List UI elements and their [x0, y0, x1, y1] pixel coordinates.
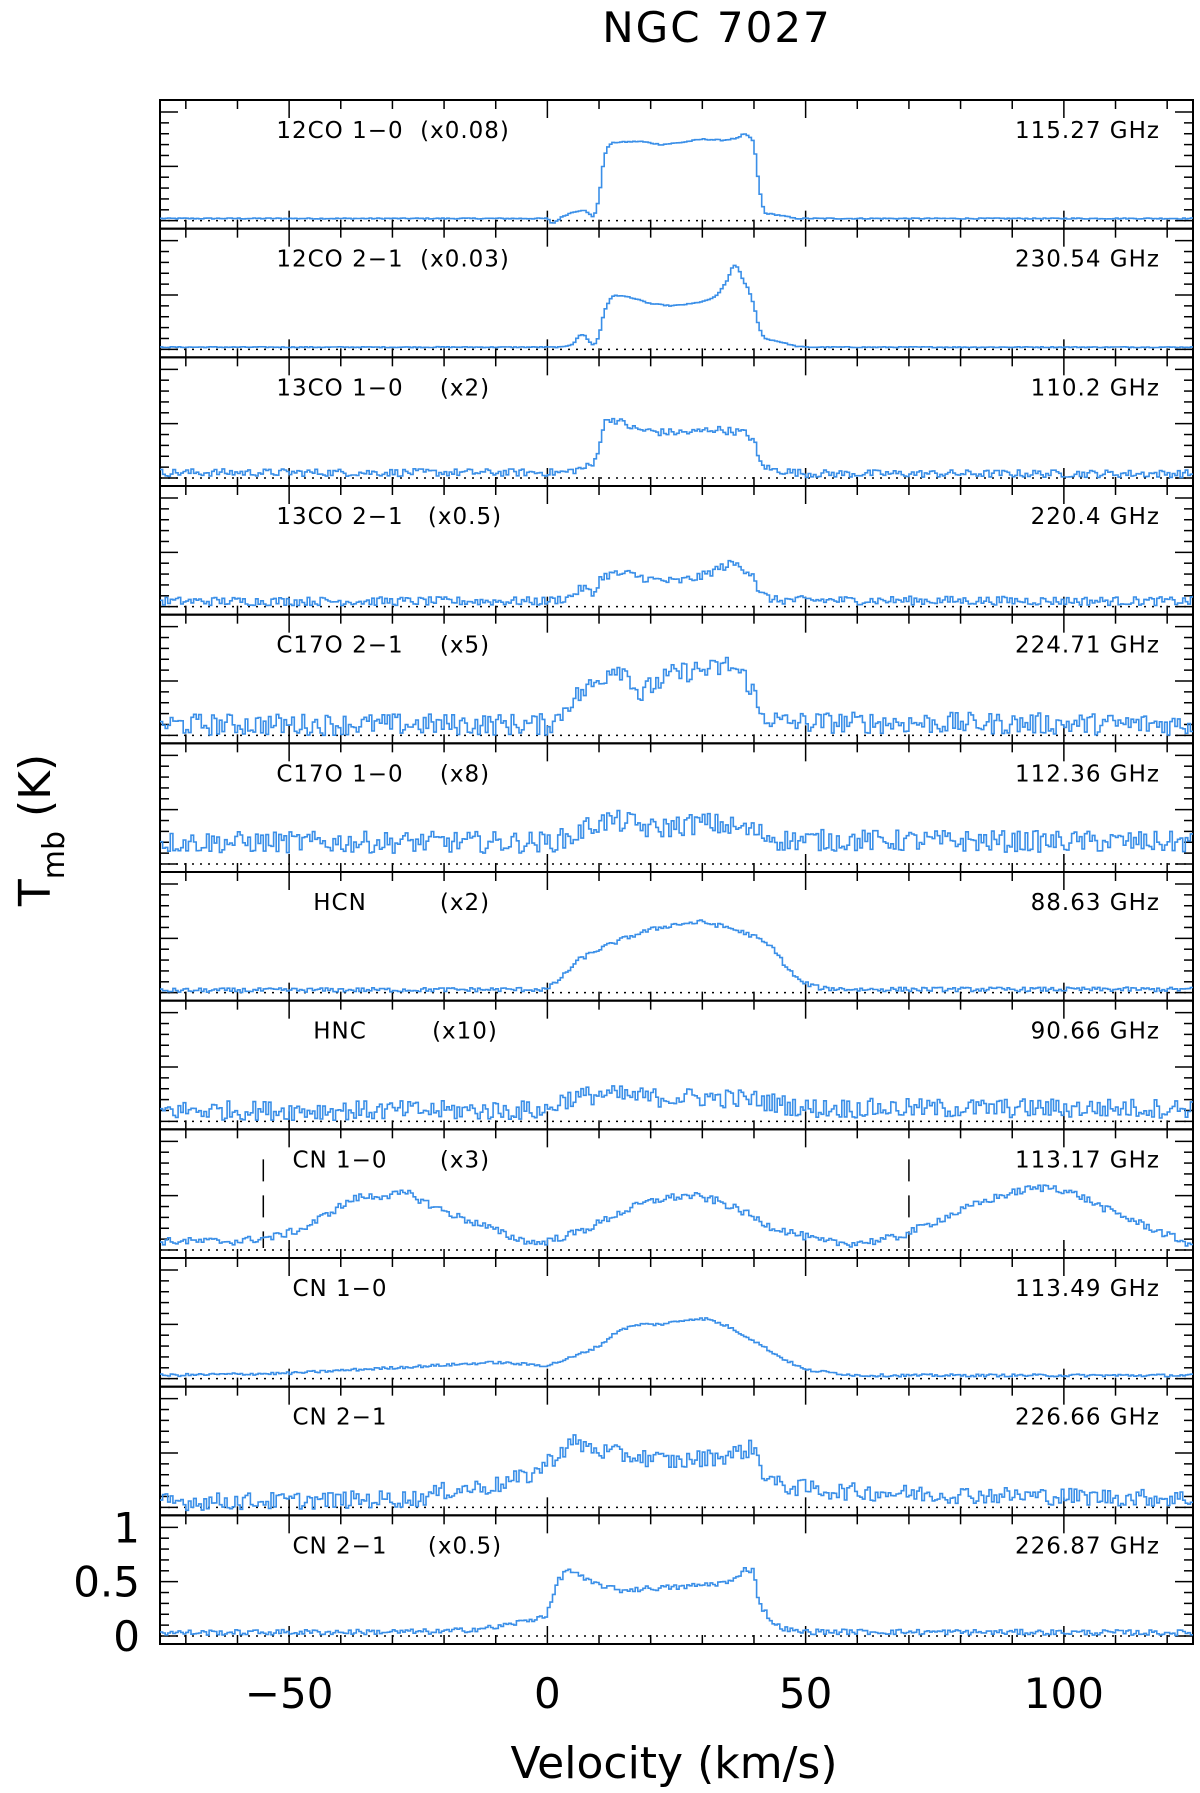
- panel-line-label: 13CO 2−1: [276, 504, 403, 530]
- spectrum-line: [160, 1317, 1193, 1378]
- panel-line-label: 13CO 1−0: [276, 375, 403, 401]
- panels-group: 12CO 1−0 (x0.08) 115.27 GHz 12CO 2−1 (x0.03)…: [159, 99, 1194, 1646]
- panel-scale-label: (x0.03): [420, 247, 510, 273]
- y-tick-label: 0: [113, 1612, 140, 1661]
- y-axis-label: Tmb (K): [10, 754, 72, 907]
- spectrum-panel: CN 2−1 (x0.5) 226.87 GHz: [159, 1514, 1194, 1646]
- panel-frequency-label: 90.66 GHz: [1031, 1019, 1160, 1045]
- spectrum-panel: CN 2−1 226.66 GHz: [159, 1385, 1194, 1517]
- y-axis-label-sub: mb: [37, 831, 72, 879]
- spectrum-panel: CN 1−0 (x3) 113.17 GHz: [159, 1128, 1194, 1260]
- spectrum-panel: 13CO 2−1 (x0.5) 220.4 GHz: [159, 485, 1194, 616]
- y-axis-label-main: T: [10, 879, 61, 907]
- panel-frequency-label: 115.27 GHz: [1015, 118, 1160, 144]
- x-tick-label: −50: [245, 1669, 334, 1718]
- x-tick-label: 100: [1024, 1669, 1104, 1718]
- spectrum-panel: C17O 1−0 (x8) 112.36 GHz: [159, 742, 1194, 873]
- spectrum-panel: HNC (x10) 90.66 GHz: [159, 999, 1194, 1131]
- panel-line-label: CN 1−0: [292, 1147, 387, 1173]
- panel-scale-label: (x0.5): [428, 504, 502, 530]
- spectrum-line: [160, 417, 1193, 479]
- x-tick-label: 50: [779, 1669, 832, 1718]
- y-tick-label: 0.5: [73, 1558, 140, 1607]
- panel-line-label: CN 1−0: [292, 1276, 387, 1302]
- y-axis-label-unit: (K): [10, 754, 61, 817]
- panel-frequency-label: 110.2 GHz: [1031, 375, 1160, 401]
- spectrum-line: [160, 133, 1193, 224]
- panel-scale-label: (x10): [432, 1019, 498, 1045]
- spectrum-panel: CN 1−0 113.49 GHz: [159, 1257, 1194, 1388]
- spectrum-line: [160, 559, 1193, 607]
- panel-line-label: CN 2−1: [292, 1405, 387, 1431]
- panel-line-label: C17O 2−1: [276, 633, 403, 659]
- spectrum-panel: 12CO 2−1 (x0.03) 230.54 GHz: [159, 227, 1194, 359]
- panel-line-label: CN 2−1: [292, 1533, 387, 1559]
- panel-frequency-label: 230.54 GHz: [1015, 247, 1160, 273]
- panel-scale-label: (x2): [440, 890, 490, 916]
- svg-text:Tmb(K): Tmb (K): [10, 754, 72, 907]
- spectrum-line: [160, 264, 1193, 349]
- spectrum-line: [160, 656, 1193, 737]
- panel-scale-label: (x3): [440, 1147, 490, 1173]
- panel-line-label: 12CO 2−1: [276, 247, 403, 273]
- y-tick-label: 1: [113, 1503, 140, 1552]
- panel-scale-label: (x2): [440, 375, 490, 401]
- spectrum-panel: 13CO 1−0 (x2) 110.2 GHz: [159, 356, 1194, 488]
- spectrum-panel: 12CO 1−0 (x0.08) 115.27 GHz: [159, 99, 1194, 230]
- panel-scale-label: (x8): [440, 761, 490, 787]
- spectrum-line: [160, 919, 1193, 994]
- panel-frequency-label: 226.66 GHz: [1015, 1405, 1160, 1431]
- x-axis: −50 0 50 100: [245, 1669, 1104, 1718]
- spectrum-panel: C17O 2−1 (x5) 224.71 GHz: [159, 613, 1194, 745]
- panel-line-label: 12CO 1−0: [276, 118, 403, 144]
- spectrum-line: [160, 1085, 1193, 1121]
- spectrum-line: [160, 1567, 1193, 1637]
- panel-scale-label: (x0.5): [428, 1533, 502, 1559]
- panel-frequency-label: 224.71 GHz: [1015, 633, 1160, 659]
- panel-frame: [159, 1514, 1194, 1646]
- spectrum-line: [160, 1184, 1193, 1248]
- x-tick-label: 0: [534, 1669, 561, 1718]
- spectrum-line: [160, 809, 1193, 854]
- panel-scale-label: (x0.08): [420, 118, 510, 144]
- spectrum-line: [160, 1434, 1193, 1512]
- panel-frequency-label: 112.36 GHz: [1015, 761, 1160, 787]
- panel-frequency-label: 220.4 GHz: [1031, 504, 1160, 530]
- panel-line-label: HNC: [313, 1019, 367, 1045]
- panel-frequency-label: 226.87 GHz: [1015, 1533, 1160, 1559]
- chart-title: NGC 7027: [602, 3, 832, 52]
- panel-frequency-label: 113.17 GHz: [1015, 1147, 1160, 1173]
- x-axis-label: Velocity (km/s): [510, 1738, 837, 1789]
- panel-line-label: HCN: [313, 890, 367, 916]
- panel-frequency-label: 113.49 GHz: [1015, 1276, 1160, 1302]
- y-axis: 00.51: [73, 1503, 140, 1661]
- spectrum-panel: HCN (x2) 88.63 GHz: [159, 871, 1194, 1002]
- panel-line-label: C17O 1−0: [276, 761, 403, 787]
- panel-frequency-label: 88.63 GHz: [1031, 890, 1160, 916]
- panel-scale-label: (x5): [440, 633, 490, 659]
